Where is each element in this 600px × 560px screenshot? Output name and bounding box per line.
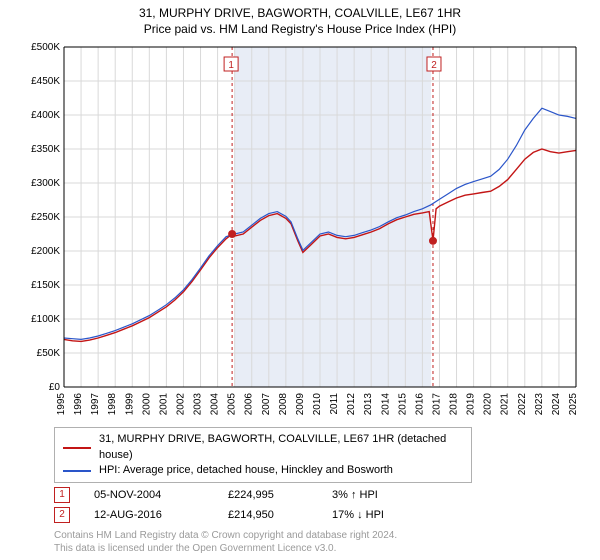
svg-text:2014: 2014 (380, 393, 391, 416)
svg-text:2006: 2006 (244, 393, 255, 416)
chart-title-line2: Price paid vs. HM Land Registry's House … (10, 22, 590, 38)
svg-text:2009: 2009 (295, 393, 306, 416)
svg-text:2000: 2000 (141, 393, 152, 416)
svg-text:2022: 2022 (517, 393, 528, 416)
marker-price: £214,950 (228, 509, 308, 521)
svg-text:2013: 2013 (363, 393, 374, 416)
footer-line: Contains HM Land Registry data © Crown c… (54, 529, 590, 542)
svg-text:2008: 2008 (278, 393, 289, 416)
marker-diff: 3% ↑ HPI (332, 489, 442, 501)
svg-text:£300K: £300K (31, 178, 60, 189)
chart-title-line1: 31, MURPHY DRIVE, BAGWORTH, COALVILLE, L… (10, 6, 590, 22)
legend: 31, MURPHY DRIVE, BAGWORTH, COALVILLE, L… (54, 427, 472, 483)
svg-text:2: 2 (431, 60, 437, 71)
svg-text:2010: 2010 (312, 393, 323, 416)
svg-text:1995: 1995 (56, 393, 67, 416)
marker-date: 05-NOV-2004 (94, 489, 204, 501)
svg-text:2021: 2021 (500, 393, 511, 416)
legend-swatch (63, 470, 91, 472)
svg-text:£150K: £150K (31, 280, 60, 291)
svg-text:£50K: £50K (37, 348, 61, 359)
page-root: 31, MURPHY DRIVE, BAGWORTH, COALVILLE, L… (0, 0, 600, 560)
svg-text:2018: 2018 (449, 393, 460, 416)
legend-label: HPI: Average price, detached house, Hinc… (99, 463, 393, 478)
svg-text:£0: £0 (49, 382, 61, 393)
legend-swatch (63, 447, 91, 449)
marker-date: 12-AUG-2016 (94, 509, 204, 521)
svg-text:2003: 2003 (193, 393, 204, 416)
svg-text:2024: 2024 (551, 393, 562, 416)
svg-text:2012: 2012 (346, 393, 357, 416)
marker-row: 1 05-NOV-2004 £224,995 3% ↑ HPI (54, 487, 590, 503)
svg-text:£450K: £450K (31, 76, 60, 87)
svg-text:1997: 1997 (90, 393, 101, 416)
svg-text:£100K: £100K (31, 314, 60, 325)
svg-text:2019: 2019 (466, 393, 477, 416)
svg-text:£200K: £200K (31, 246, 60, 257)
svg-text:£400K: £400K (31, 110, 60, 121)
svg-text:£500K: £500K (31, 42, 60, 53)
svg-text:2007: 2007 (261, 393, 272, 416)
legend-item: HPI: Average price, detached house, Hinc… (63, 463, 463, 478)
legend-label: 31, MURPHY DRIVE, BAGWORTH, COALVILLE, L… (99, 432, 463, 463)
svg-text:2023: 2023 (534, 393, 545, 416)
svg-text:2002: 2002 (175, 393, 186, 416)
svg-text:2004: 2004 (210, 393, 221, 416)
svg-text:£250K: £250K (31, 212, 60, 223)
footer-line: This data is licensed under the Open Gov… (54, 542, 590, 555)
marker-badge: 2 (54, 507, 70, 523)
svg-text:1998: 1998 (107, 393, 118, 416)
marker-badge: 1 (54, 487, 70, 503)
svg-text:2025: 2025 (568, 393, 579, 416)
svg-text:2015: 2015 (397, 393, 408, 416)
markers-table: 1 05-NOV-2004 £224,995 3% ↑ HPI 2 12-AUG-2016… (54, 487, 590, 523)
attribution-footer: Contains HM Land Registry data © Crown c… (54, 529, 590, 555)
svg-text:2001: 2001 (158, 393, 169, 416)
marker-price: £224,995 (228, 489, 308, 501)
legend-item: 31, MURPHY DRIVE, BAGWORTH, COALVILLE, L… (63, 432, 463, 463)
svg-text:1: 1 (228, 60, 234, 71)
svg-text:1996: 1996 (73, 393, 84, 416)
svg-text:£350K: £350K (31, 144, 60, 155)
marker-diff: 17% ↓ HPI (332, 509, 442, 521)
svg-text:1999: 1999 (124, 393, 135, 416)
svg-text:2011: 2011 (329, 393, 340, 415)
svg-text:2016: 2016 (414, 393, 425, 416)
line-chart: £0 £50K £100K £150K £200K £250K £300K £350K £400… (20, 41, 580, 421)
svg-text:2017: 2017 (431, 393, 442, 416)
marker-row: 2 12-AUG-2016 £214,950 17% ↓ HPI (54, 507, 590, 523)
chart-area: £0 £50K £100K £150K £200K £250K £300K £350K £400… (20, 41, 580, 421)
svg-text:2005: 2005 (227, 393, 238, 416)
svg-text:2020: 2020 (483, 393, 494, 416)
